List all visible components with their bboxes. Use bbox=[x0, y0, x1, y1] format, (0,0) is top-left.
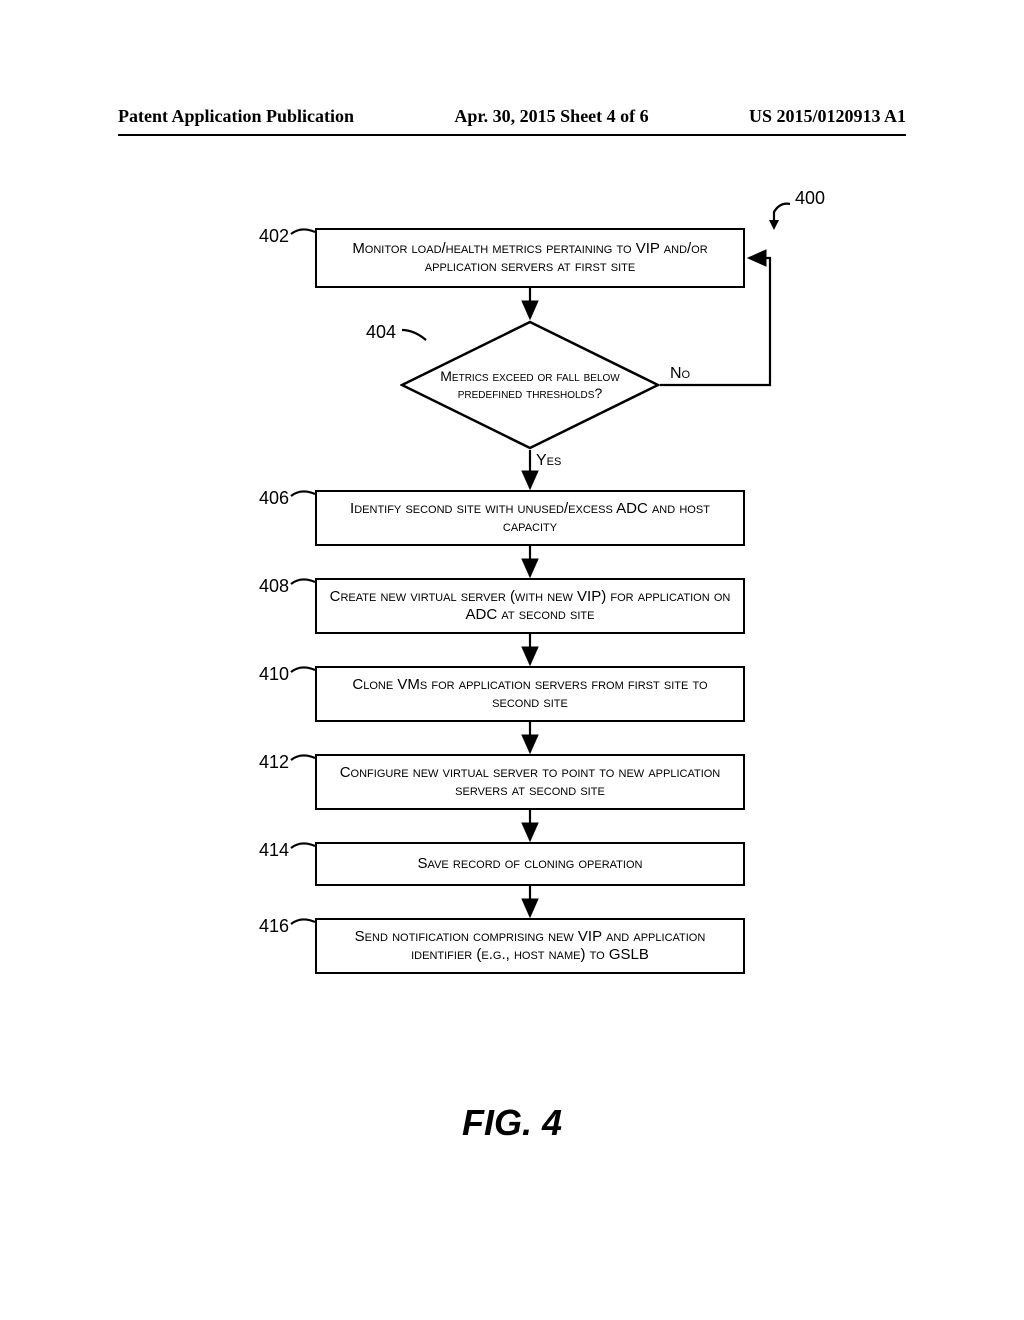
no-label: No bbox=[670, 365, 690, 383]
step-box-410: Clone VMs for application servers from f… bbox=[315, 666, 745, 722]
figure-caption: FIG. 4 bbox=[0, 1102, 1024, 1144]
step-text: Save record of cloning operation bbox=[418, 855, 643, 873]
step-box-414: Save record of cloning operation bbox=[315, 842, 745, 886]
leader-410 bbox=[287, 660, 321, 682]
step-text: Monitor load/health metrics pertaining t… bbox=[327, 240, 733, 276]
leader-412 bbox=[287, 748, 321, 770]
step-ref-402: 402 bbox=[259, 226, 289, 247]
step-text: Create new virtual server (with new VIP)… bbox=[327, 588, 733, 624]
diamond-ref-label: 404 bbox=[366, 322, 396, 343]
step-ref-414: 414 bbox=[259, 840, 289, 861]
step-ref-410: 410 bbox=[259, 664, 289, 685]
step-text: Identify second site with unused/excess … bbox=[327, 500, 733, 536]
leader-416 bbox=[287, 912, 321, 934]
patent-header: Patent Application Publication Apr. 30, … bbox=[0, 106, 1024, 127]
leader-402 bbox=[287, 222, 321, 244]
step-text: Configure new virtual server to point to… bbox=[327, 764, 733, 800]
step-ref-416: 416 bbox=[259, 916, 289, 937]
step-ref-408: 408 bbox=[259, 576, 289, 597]
header-right: US 2015/0120913 A1 bbox=[749, 106, 906, 127]
step-ref-406: 406 bbox=[259, 488, 289, 509]
step-text: Clone VMs for application servers from f… bbox=[327, 676, 733, 712]
header-rule bbox=[118, 134, 906, 136]
flowchart: 400 Monitor load/health metrics pertaini… bbox=[0, 190, 1024, 1190]
diamond-leader bbox=[398, 326, 444, 348]
step-text: Send notification comprising new VIP and… bbox=[327, 928, 733, 964]
yes-label: Yes bbox=[536, 452, 561, 470]
step-box-408: Create new virtual server (with new VIP)… bbox=[315, 578, 745, 634]
step-box-406: Identify second site with unused/excess … bbox=[315, 490, 745, 546]
header-center: Apr. 30, 2015 Sheet 4 of 6 bbox=[454, 106, 648, 127]
step-ref-412: 412 bbox=[259, 752, 289, 773]
step-box-412: Configure new virtual server to point to… bbox=[315, 754, 745, 810]
step-box-416: Send notification comprising new VIP and… bbox=[315, 918, 745, 974]
header-left: Patent Application Publication bbox=[118, 106, 354, 127]
leader-414 bbox=[287, 836, 321, 858]
step-box-402: Monitor load/health metrics pertaining t… bbox=[315, 228, 745, 288]
leader-408 bbox=[287, 572, 321, 594]
leader-406 bbox=[287, 484, 321, 506]
